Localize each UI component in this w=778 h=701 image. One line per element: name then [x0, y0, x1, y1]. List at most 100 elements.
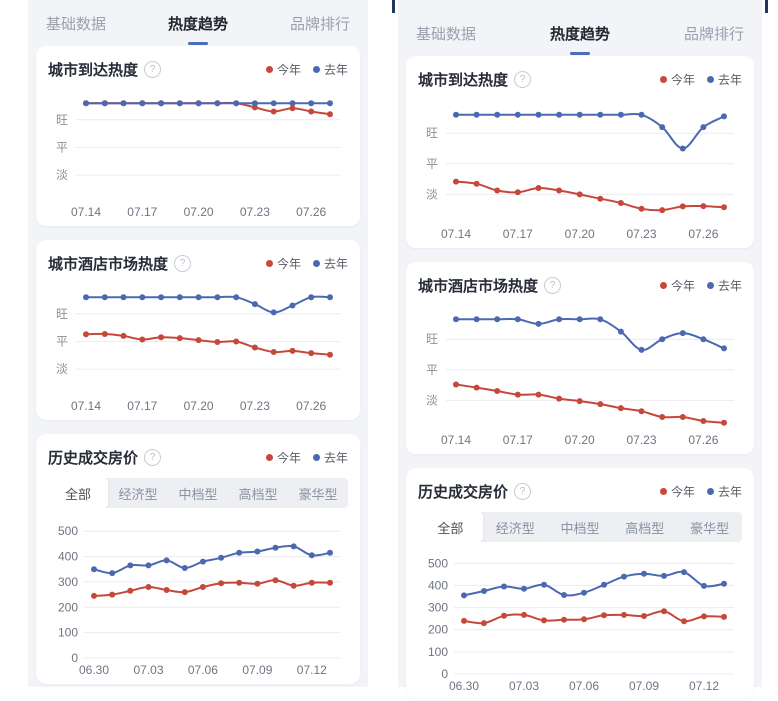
- tab-basic-data[interactable]: 基础数据: [44, 9, 108, 38]
- chart-legend: 今年 去年: [659, 483, 742, 500]
- line-chart-city-hotel-market-heat[interactable]: 淡平旺 07.14 07.17 07.20 07.23 07.26: [48, 276, 348, 416]
- highlight-corner-right-icon: [743, 0, 768, 13]
- help-icon[interactable]: ?: [144, 448, 162, 466]
- svg-text:淡: 淡: [56, 362, 68, 376]
- svg-text:300: 300: [428, 601, 448, 615]
- legend-label: 今年: [670, 278, 695, 293]
- legend-label: 去年: [717, 72, 742, 87]
- svg-text:旺: 旺: [426, 332, 438, 346]
- legend-this-year[interactable]: 今年: [265, 449, 301, 466]
- price-filter-tabs: 全部 经济型 中档型 高档型 豪华型: [48, 478, 348, 508]
- legend-this-year[interactable]: 今年: [265, 255, 301, 272]
- tab-heat-trend[interactable]: 热度趋势: [548, 19, 612, 55]
- filter-option-midscale[interactable]: 中档型: [560, 520, 600, 536]
- svg-text:淡: 淡: [426, 393, 438, 407]
- red-dot-icon: [265, 65, 273, 73]
- legend-label: 今年: [276, 256, 301, 271]
- svg-text:07.14: 07.14: [441, 433, 471, 447]
- svg-text:200: 200: [428, 623, 448, 637]
- chart-legend: 今年 去年: [659, 71, 742, 88]
- legend-last-year[interactable]: 去年: [706, 277, 742, 294]
- legend-label: 今年: [670, 72, 695, 87]
- legend-this-year[interactable]: 今年: [659, 277, 695, 294]
- chart-legend: 今年 去年: [659, 277, 742, 294]
- tab-brand-ranking[interactable]: 品牌排行: [288, 9, 352, 38]
- filter-option-upscale[interactable]: 高档型: [625, 520, 665, 536]
- svg-text:0: 0: [71, 651, 78, 665]
- card-title: 城市到达热度: [418, 71, 509, 89]
- highlight-corner-left-icon: [392, 0, 417, 13]
- active-tab-underline: [187, 41, 208, 45]
- filter-option-luxury[interactable]: 豪华型: [298, 486, 338, 502]
- legend-last-year[interactable]: 去年: [706, 71, 742, 88]
- tab-label: 热度趋势: [167, 15, 228, 33]
- line-chart-city-arrival-heat[interactable]: 淡平旺 07.14 07.17 07.20 07.23 07.26: [418, 92, 742, 244]
- blue-dot-icon: [706, 487, 714, 495]
- svg-text:旺: 旺: [426, 126, 438, 140]
- card-city-arrival-heat: 城市到达热度 ? 今年 去年 淡平旺 07.14 07.17 07.20 07.23 07…: [406, 56, 754, 248]
- filter-option-all[interactable]: 全部: [418, 512, 483, 542]
- line-chart-city-arrival-heat[interactable]: 淡平旺 07.14 07.17 07.20 07.23 07.26: [48, 82, 348, 222]
- help-icon[interactable]: ?: [144, 60, 162, 78]
- svg-text:200: 200: [58, 600, 78, 614]
- svg-text:07.14: 07.14: [71, 205, 101, 219]
- svg-text:400: 400: [58, 550, 78, 564]
- tab-brand-ranking[interactable]: 品牌排行: [682, 19, 746, 48]
- card-city-arrival-heat: 城市到达热度 ? 今年 去年 淡平旺 07.14 07.17 07.20 07.23 07…: [36, 46, 360, 226]
- red-dot-icon: [265, 453, 273, 461]
- report-panel-right: 基础数据 热度趋势 品牌排行 城市到达热度 ? 今年 去年: [392, 0, 768, 700]
- tab-heat-trend[interactable]: 热度趋势: [166, 9, 230, 45]
- help-icon[interactable]: ?: [174, 254, 192, 272]
- line-chart-city-hotel-market-heat[interactable]: 淡平旺 07.14 07.17 07.20 07.23 07.26: [418, 298, 742, 450]
- svg-text:淡: 淡: [426, 187, 438, 201]
- svg-text:淡: 淡: [56, 168, 68, 182]
- legend-this-year[interactable]: 今年: [265, 61, 301, 78]
- help-icon[interactable]: ?: [544, 276, 562, 294]
- legend-this-year[interactable]: 今年: [659, 71, 695, 88]
- chart-legend: 今年 去年: [265, 449, 348, 466]
- svg-text:07.03: 07.03: [133, 663, 163, 677]
- legend-last-year[interactable]: 去年: [312, 449, 348, 466]
- svg-text:07.12: 07.12: [689, 679, 719, 693]
- svg-text:07.17: 07.17: [503, 433, 533, 447]
- svg-text:07.20: 07.20: [184, 399, 214, 413]
- tab-label: 品牌排行: [683, 25, 744, 43]
- line-chart-historical-price[interactable]: 0 100 200 300 400 500 06.30 07.03 07.06 07.09 07.1…: [418, 544, 742, 696]
- card-title: 历史成交房价: [418, 483, 509, 501]
- blue-dot-icon: [706, 75, 714, 83]
- red-dot-icon: [659, 487, 667, 495]
- blue-dot-icon: [706, 281, 714, 289]
- filter-option-all[interactable]: 全部: [48, 478, 108, 508]
- legend-last-year[interactable]: 去年: [312, 255, 348, 272]
- svg-text:07.17: 07.17: [127, 399, 157, 413]
- svg-text:旺: 旺: [56, 307, 68, 321]
- card-title: 城市酒店市场热度: [48, 255, 169, 273]
- legend-label: 今年: [276, 450, 301, 465]
- legend-last-year[interactable]: 去年: [312, 61, 348, 78]
- legend-label: 今年: [670, 484, 695, 499]
- filter-option-economy[interactable]: 经济型: [118, 486, 158, 502]
- help-icon[interactable]: ?: [514, 482, 532, 500]
- svg-text:400: 400: [428, 578, 448, 592]
- legend-last-year[interactable]: 去年: [706, 483, 742, 500]
- help-icon[interactable]: ?: [514, 70, 532, 88]
- filter-option-midscale[interactable]: 中档型: [178, 486, 218, 502]
- svg-text:平: 平: [56, 141, 68, 155]
- legend-label: 去年: [717, 278, 742, 293]
- svg-text:07.17: 07.17: [503, 227, 533, 241]
- red-dot-icon: [659, 281, 667, 289]
- svg-text:07.14: 07.14: [71, 399, 101, 413]
- svg-text:07.23: 07.23: [240, 399, 270, 413]
- filter-option-economy[interactable]: 经济型: [495, 520, 535, 536]
- filter-option-luxury[interactable]: 豪华型: [690, 520, 730, 536]
- tab-basic-data[interactable]: 基础数据: [414, 19, 478, 48]
- line-chart-historical-price[interactable]: 0 100 200 300 400 500 06.30 07.03 07.06 07.09 07.1…: [48, 510, 348, 680]
- card-city-hotel-market-heat: 城市酒店市场热度 ? 今年 去年 淡平旺 07.14 07.17 07.20 07.23…: [36, 240, 360, 420]
- top-tab-bar: 基础数据 热度趋势 品牌排行: [398, 10, 762, 56]
- filter-option-upscale[interactable]: 高档型: [238, 486, 278, 502]
- svg-text:07.26: 07.26: [296, 205, 326, 219]
- svg-text:平: 平: [426, 363, 438, 377]
- legend-this-year[interactable]: 今年: [659, 483, 695, 500]
